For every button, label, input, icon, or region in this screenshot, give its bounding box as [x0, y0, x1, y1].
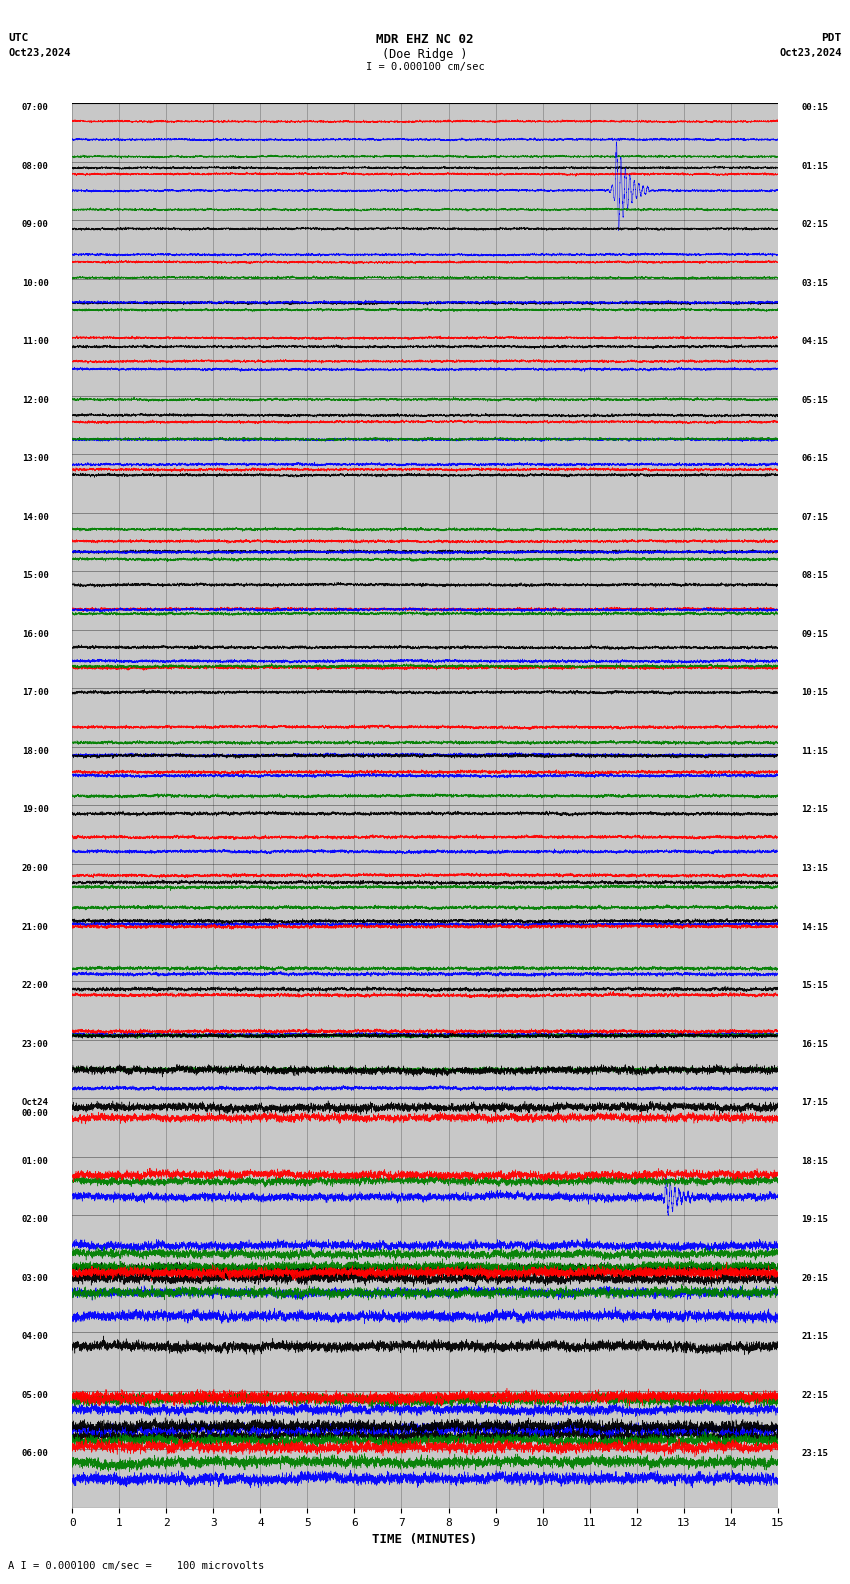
- Text: 15:15: 15:15: [802, 980, 828, 990]
- Text: 18:15: 18:15: [802, 1156, 828, 1166]
- Text: 05:00: 05:00: [22, 1391, 48, 1400]
- Text: 12:00: 12:00: [22, 396, 48, 404]
- Text: 16:00: 16:00: [22, 630, 48, 638]
- Text: 08:00: 08:00: [22, 162, 48, 171]
- Text: 03:15: 03:15: [802, 279, 828, 288]
- Text: 21:00: 21:00: [22, 922, 48, 931]
- Text: 17:15: 17:15: [802, 1098, 828, 1107]
- Text: 10:15: 10:15: [802, 689, 828, 697]
- Text: 04:15: 04:15: [802, 337, 828, 347]
- Text: 23:00: 23:00: [22, 1039, 48, 1049]
- Text: 05:15: 05:15: [802, 396, 828, 404]
- Text: 08:15: 08:15: [802, 572, 828, 580]
- Text: MDR EHZ NC 02: MDR EHZ NC 02: [377, 33, 473, 46]
- Text: (Doe Ridge ): (Doe Ridge ): [382, 48, 468, 60]
- Text: 01:00: 01:00: [22, 1156, 48, 1166]
- Text: 14:00: 14:00: [22, 513, 48, 521]
- Text: 19:00: 19:00: [22, 805, 48, 814]
- Text: 18:00: 18:00: [22, 748, 48, 756]
- Text: PDT: PDT: [821, 33, 842, 43]
- Text: 20:00: 20:00: [22, 863, 48, 873]
- Text: 07:00: 07:00: [22, 103, 48, 112]
- Text: 19:15: 19:15: [802, 1215, 828, 1224]
- Text: 07:15: 07:15: [802, 513, 828, 521]
- Text: 14:15: 14:15: [802, 922, 828, 931]
- Text: 02:15: 02:15: [802, 220, 828, 230]
- Text: 12:15: 12:15: [802, 805, 828, 814]
- Text: 11:00: 11:00: [22, 337, 48, 347]
- Text: 06:15: 06:15: [802, 455, 828, 463]
- Text: 22:00: 22:00: [22, 980, 48, 990]
- Text: 15:00: 15:00: [22, 572, 48, 580]
- Text: UTC: UTC: [8, 33, 29, 43]
- Text: 02:00: 02:00: [22, 1215, 48, 1224]
- Text: 00:15: 00:15: [802, 103, 828, 112]
- Text: 04:00: 04:00: [22, 1332, 48, 1342]
- Text: 09:15: 09:15: [802, 630, 828, 638]
- X-axis label: TIME (MINUTES): TIME (MINUTES): [372, 1533, 478, 1546]
- Text: 06:00: 06:00: [22, 1449, 48, 1459]
- Text: 13:00: 13:00: [22, 455, 48, 463]
- Text: Oct23,2024: Oct23,2024: [779, 48, 842, 57]
- Text: 10:00: 10:00: [22, 279, 48, 288]
- Text: 01:15: 01:15: [802, 162, 828, 171]
- Text: 16:15: 16:15: [802, 1039, 828, 1049]
- Text: 20:15: 20:15: [802, 1274, 828, 1283]
- Text: 03:00: 03:00: [22, 1274, 48, 1283]
- Text: 23:15: 23:15: [802, 1449, 828, 1459]
- Text: 17:00: 17:00: [22, 689, 48, 697]
- Text: Oct23,2024: Oct23,2024: [8, 48, 71, 57]
- Text: 21:15: 21:15: [802, 1332, 828, 1342]
- Text: Oct24
00:00: Oct24 00:00: [22, 1098, 48, 1118]
- Text: A I = 0.000100 cm/sec =    100 microvolts: A I = 0.000100 cm/sec = 100 microvolts: [8, 1562, 264, 1571]
- Text: 22:15: 22:15: [802, 1391, 828, 1400]
- Text: 11:15: 11:15: [802, 748, 828, 756]
- Text: 13:15: 13:15: [802, 863, 828, 873]
- Text: I = 0.000100 cm/sec: I = 0.000100 cm/sec: [366, 62, 484, 71]
- Text: 09:00: 09:00: [22, 220, 48, 230]
